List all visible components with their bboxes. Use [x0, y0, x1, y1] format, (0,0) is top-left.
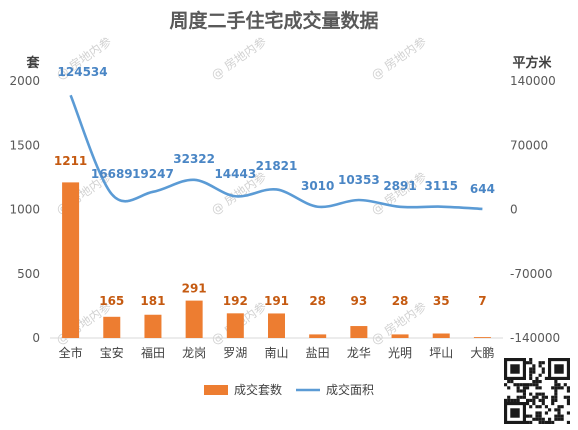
bar-series — [62, 182, 491, 338]
legend-label-line: 成交面积 — [326, 382, 374, 397]
bar — [144, 314, 162, 338]
right-axis-unit: 平方米 — [512, 55, 552, 71]
line-value-label: 3115 — [425, 179, 458, 193]
line-value-label: 3010 — [301, 179, 334, 193]
legend-label-bar: 成交套数 — [234, 382, 282, 397]
left-axis-unit: 套 — [25, 55, 40, 71]
left-tick-label: 0 — [32, 331, 40, 345]
bar — [309, 334, 327, 338]
right-axis: -140000 -70000 0 70000 140000 — [510, 74, 560, 345]
legend: 成交套数 成交面积 — [204, 382, 374, 397]
line-value-label: 2891 — [383, 179, 416, 193]
right-tick-label: -70000 — [510, 267, 553, 281]
legend-swatch-bar — [204, 385, 228, 395]
category-label: 全市 — [59, 345, 83, 360]
right-tick-label: 70000 — [510, 138, 548, 152]
bar-value-label: 191 — [264, 294, 289, 308]
line-value-label: 14443 — [214, 167, 256, 181]
bar — [432, 333, 450, 338]
bar-value-label: 291 — [182, 282, 207, 296]
bar — [62, 182, 80, 338]
bar-value-label: 7 — [478, 294, 486, 308]
line-value-label: 21821 — [256, 159, 298, 173]
line-series — [69, 94, 483, 211]
right-tick-label: 0 — [510, 203, 518, 217]
watermark-text: @ 房地内参 — [208, 34, 269, 83]
bar — [185, 300, 203, 338]
category-label: 盐田 — [306, 346, 330, 360]
bar — [391, 334, 409, 338]
bar-value-label: 35 — [433, 294, 450, 308]
category-label: 坪山 — [429, 346, 453, 360]
category-label: 南山 — [264, 345, 288, 360]
line-value-label: 32322 — [173, 152, 215, 166]
bar-data-labels: 1211 165 181 291 192 191 28 93 28 35 7 — [54, 154, 487, 308]
right-tick-label: 140000 — [510, 74, 556, 88]
bar-value-label: 93 — [351, 294, 368, 308]
bar — [268, 313, 285, 338]
qr-code-icon — [502, 356, 572, 426]
bar — [473, 337, 491, 338]
right-tick-label: -140000 — [510, 331, 560, 345]
line-value-label: 644 — [470, 182, 495, 196]
line-value-label: 16689 — [91, 167, 133, 181]
line-value-label: 19247 — [132, 167, 174, 181]
category-label: 龙华 — [347, 346, 371, 360]
category-label: 宝安 — [100, 345, 124, 360]
bar-value-label: 1211 — [54, 154, 87, 168]
bar-value-label: 28 — [392, 294, 409, 308]
left-tick-label: 2000 — [9, 74, 40, 88]
bar-value-label: 181 — [140, 294, 165, 308]
left-tick-label: 500 — [17, 267, 40, 281]
line-value-label: 10353 — [338, 173, 380, 187]
category-label: 光明 — [388, 346, 412, 360]
bar-value-label: 28 — [309, 294, 326, 308]
bar — [103, 316, 121, 338]
watermark-text: @ 房地内参 — [368, 34, 429, 83]
category-label: 大鹏 — [470, 346, 494, 360]
bar — [350, 326, 368, 338]
category-label: 龙岗 — [182, 346, 206, 360]
left-axis: 0 500 1000 1500 2000 — [9, 74, 40, 345]
bar-value-label: 192 — [223, 294, 248, 308]
chart-title: 周度二手住宅成交量数据 — [169, 9, 378, 32]
category-label: 福田 — [141, 345, 165, 360]
category-axis: 全市 宝安 福田 龙岗 罗湖 南山 盐田 龙华 光明 坪山 大鹏 — [59, 345, 495, 360]
bar — [226, 313, 244, 338]
left-tick-label: 1000 — [9, 203, 40, 217]
bar-value-label: 165 — [99, 294, 124, 308]
left-tick-label: 1500 — [9, 138, 40, 152]
line-value-label: 124534 — [58, 65, 108, 79]
category-label: 罗湖 — [223, 345, 247, 360]
